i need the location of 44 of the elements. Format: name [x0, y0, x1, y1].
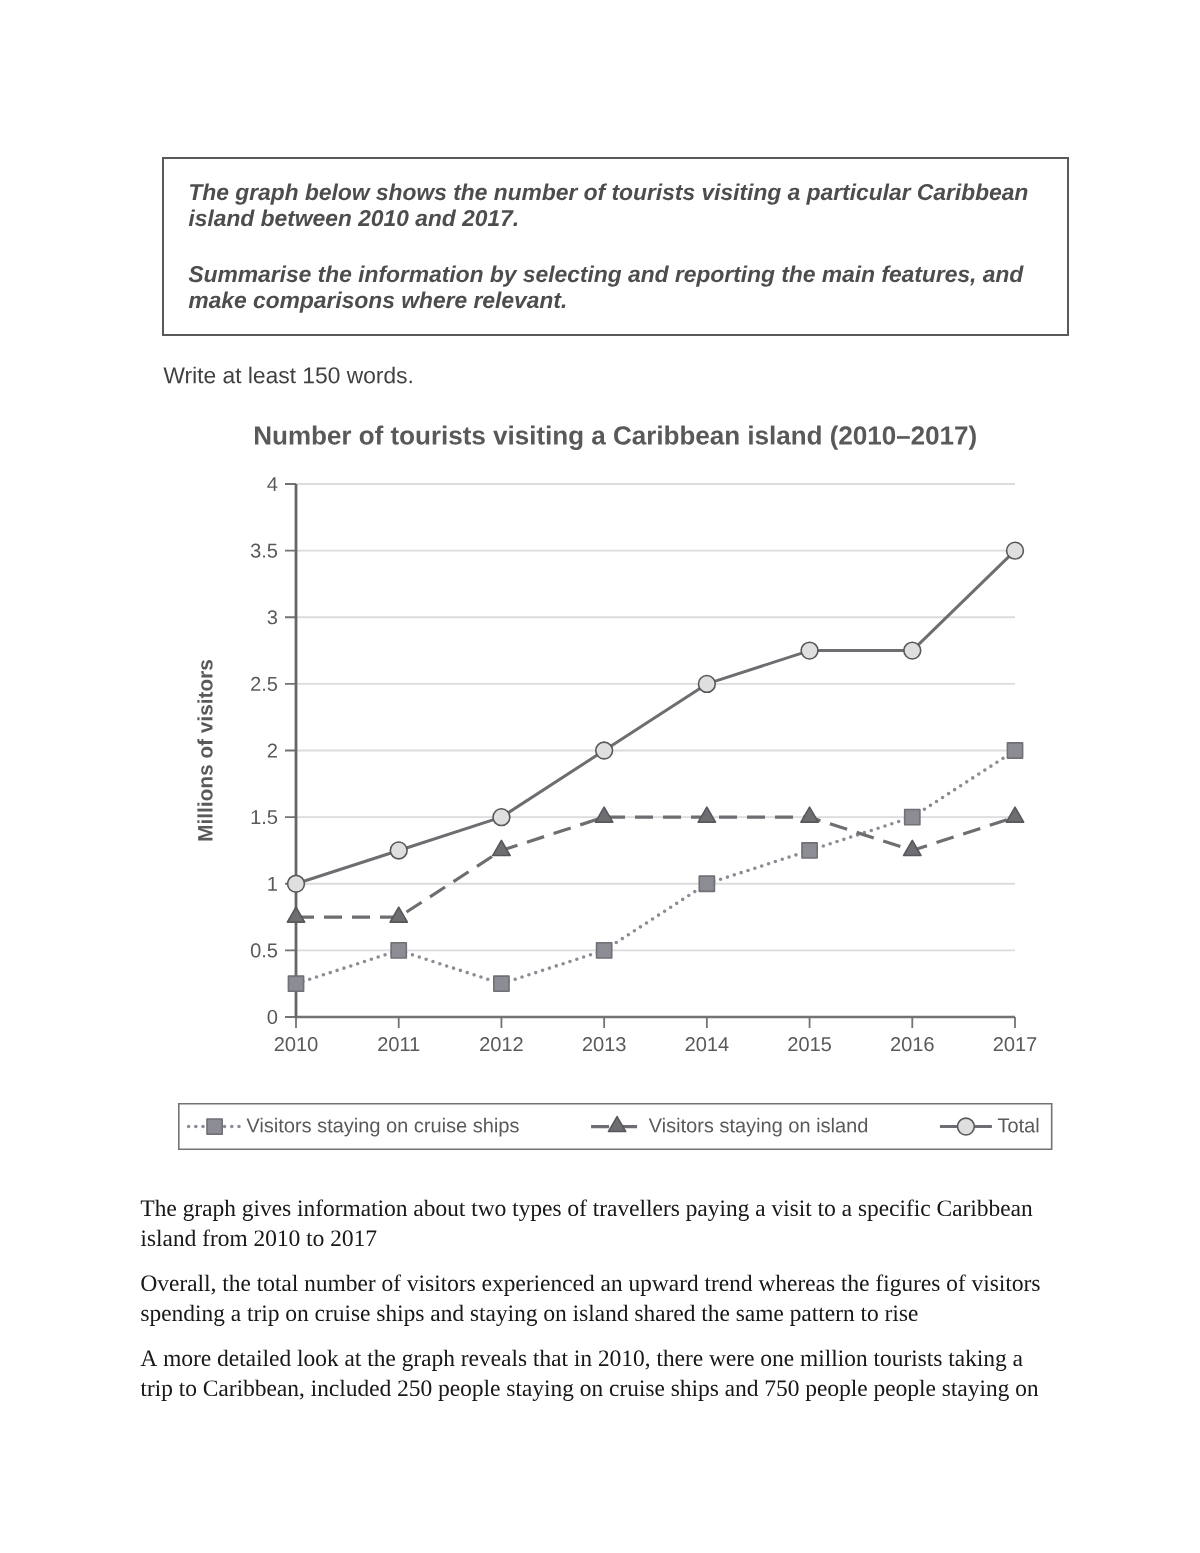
text: The graph below shows the number of tourists visiting a particular Caribbean island between 2010 and 2017. — [188, 183, 1028, 227]
x-tick-label: 2015 — [788, 1037, 831, 1052]
point — [698, 875, 716, 893]
y-tick-label: 0 — [267, 1009, 278, 1025]
point — [493, 975, 510, 993]
x-tick-label: 2011 — [378, 1037, 420, 1052]
y-tick-label: 3.5 — [250, 543, 278, 558]
x-tick-label: 2017 — [993, 1037, 1037, 1052]
text: The graph gives information about two types of travellers paying a visit to a specific Caribbean island from 2010 to 2017 — [140, 1199, 1033, 1247]
point — [801, 842, 818, 859]
x-tick-label: 2016 — [891, 1037, 934, 1052]
legend-label: Visitors staying on island — [648, 1117, 868, 1137]
text: Summarise the information by selecting and reporting the main features, and make comparisons where relevant. — [188, 265, 1024, 313]
x-tick-label: 2013 — [582, 1037, 626, 1052]
y-tick-label: 2.5 — [251, 676, 278, 691]
point — [389, 841, 408, 860]
y-tick-label: 1.5 — [251, 810, 278, 825]
legend-label: Total — [997, 1117, 1039, 1133]
point — [903, 641, 922, 660]
point — [1006, 742, 1024, 759]
point — [800, 641, 819, 660]
y-tick-label: 3 — [267, 610, 278, 625]
point — [1005, 541, 1025, 560]
text: Overall, the total number of visitors experienced an upward trend whereas the figures of visitors spending a trip on cruise ships and staying on island shared the same pattern to rise — [141, 1274, 1040, 1326]
y-axis-title: Millions of visitors — [197, 660, 213, 841]
legend-label: Visitors staying on cruise ships — [246, 1117, 519, 1137]
chart-title: Number of tourists visiting a Caribbean island (2010–2017) — [255, 425, 976, 450]
y-tick-label: 1 — [268, 876, 277, 891]
point — [595, 941, 613, 959]
point — [390, 941, 408, 959]
point — [492, 807, 511, 827]
point — [697, 674, 717, 694]
text: A more detailed look at the graph reveals that in 2010, there were one million tourists taking a trip to Caribbean, included 250 people staying on cruise ships and 750 people people staying on — [140, 1349, 1039, 1401]
text: Write at least 150 words. — [163, 366, 412, 384]
x-tick-label: 2014 — [685, 1037, 729, 1052]
y-tick-label: 2 — [267, 743, 277, 758]
point — [594, 741, 614, 760]
y-tick-label: 0.5 — [250, 943, 278, 958]
point — [286, 874, 306, 893]
point — [287, 975, 305, 993]
point — [903, 808, 921, 826]
x-tick-label: 2010 — [274, 1037, 318, 1052]
y-tick-label: 4 — [267, 477, 278, 491]
x-tick-label: 2012 — [480, 1037, 523, 1052]
